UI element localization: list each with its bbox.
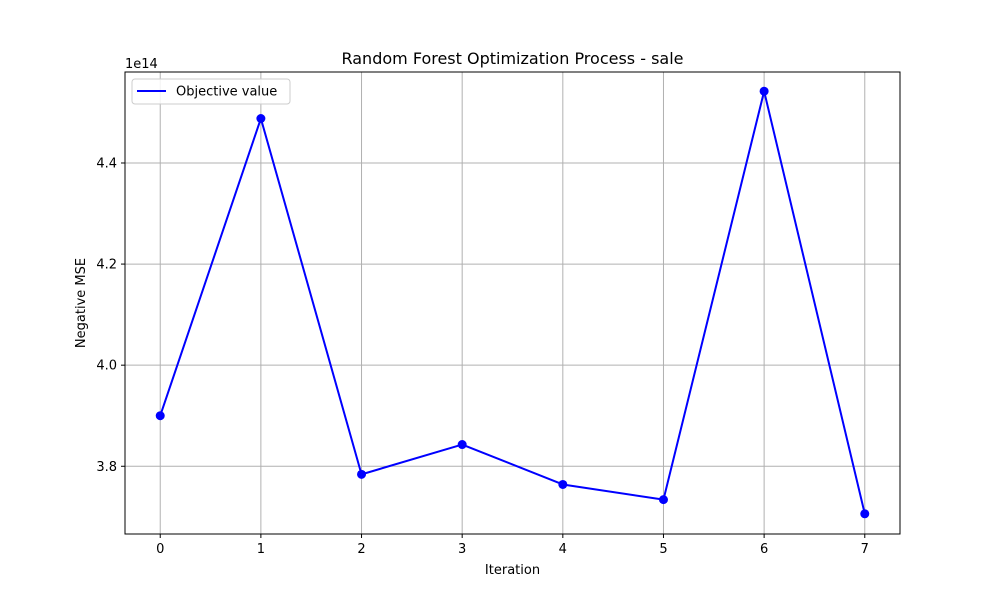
- data-point: [860, 509, 870, 519]
- data-point: [558, 479, 568, 489]
- y-tick-label: 4.2: [96, 258, 117, 273]
- x-tick-label: 1: [257, 542, 265, 557]
- legend-label: Objective value: [176, 85, 277, 100]
- x-axis-label: Iteration: [485, 563, 540, 578]
- x-tick-label: 2: [357, 542, 365, 557]
- x-tick-label: 0: [156, 542, 164, 557]
- series-line: [159, 90, 866, 515]
- data-point: [357, 469, 367, 479]
- x-tick-label: 5: [659, 542, 667, 557]
- data-point: [457, 440, 467, 450]
- y-tick-label: 4.4: [96, 156, 117, 171]
- x-tick-label: 6: [760, 542, 768, 557]
- y-offset-label: 1e14: [125, 57, 158, 72]
- grid: [125, 72, 900, 534]
- x-tick-label: 7: [861, 542, 869, 557]
- data-point: [256, 114, 266, 124]
- x-tick-label: 3: [458, 542, 466, 557]
- data-point: [658, 495, 668, 505]
- data-point: [759, 86, 769, 96]
- axes-frame: [124, 71, 901, 535]
- y-tick-label: 3.8: [96, 460, 117, 475]
- y-axis-label: Negative MSE: [74, 258, 89, 348]
- data-point: [155, 411, 165, 421]
- ticks: 0 1 2 3 4 5 6 7 3.8 4.0 4.2 4.4: [96, 156, 869, 557]
- legend: Objective value: [131, 78, 291, 105]
- legend-box: [131, 78, 291, 105]
- x-tick-label: 4: [559, 542, 567, 557]
- y-tick-label: 4.0: [96, 359, 117, 374]
- series-layer: [155, 86, 870, 519]
- chart-title: Random Forest Optimization Process - sal…: [341, 49, 683, 68]
